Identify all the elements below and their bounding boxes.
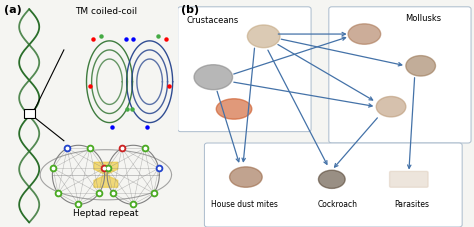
Ellipse shape bbox=[348, 24, 381, 44]
FancyBboxPatch shape bbox=[178, 7, 311, 132]
Text: House dust mites: House dust mites bbox=[211, 200, 278, 209]
FancyBboxPatch shape bbox=[204, 143, 462, 227]
Ellipse shape bbox=[406, 56, 436, 76]
Text: Parasites: Parasites bbox=[394, 200, 429, 209]
Text: Crustaceans: Crustaceans bbox=[187, 16, 239, 25]
FancyBboxPatch shape bbox=[390, 171, 428, 187]
Ellipse shape bbox=[194, 65, 233, 90]
Ellipse shape bbox=[216, 99, 252, 119]
Text: Cockroach: Cockroach bbox=[318, 200, 358, 209]
Text: (b): (b) bbox=[181, 5, 199, 15]
Ellipse shape bbox=[229, 167, 262, 187]
Text: Heptad repeat: Heptad repeat bbox=[73, 209, 138, 218]
FancyBboxPatch shape bbox=[329, 7, 471, 143]
Ellipse shape bbox=[247, 25, 280, 48]
Text: TM coiled-coil: TM coiled-coil bbox=[75, 7, 137, 16]
Polygon shape bbox=[94, 162, 118, 187]
Ellipse shape bbox=[376, 96, 406, 117]
Bar bbox=[24, 109, 35, 118]
Ellipse shape bbox=[319, 170, 345, 188]
Text: Mollusks: Mollusks bbox=[406, 14, 442, 23]
Text: (a): (a) bbox=[4, 5, 21, 15]
